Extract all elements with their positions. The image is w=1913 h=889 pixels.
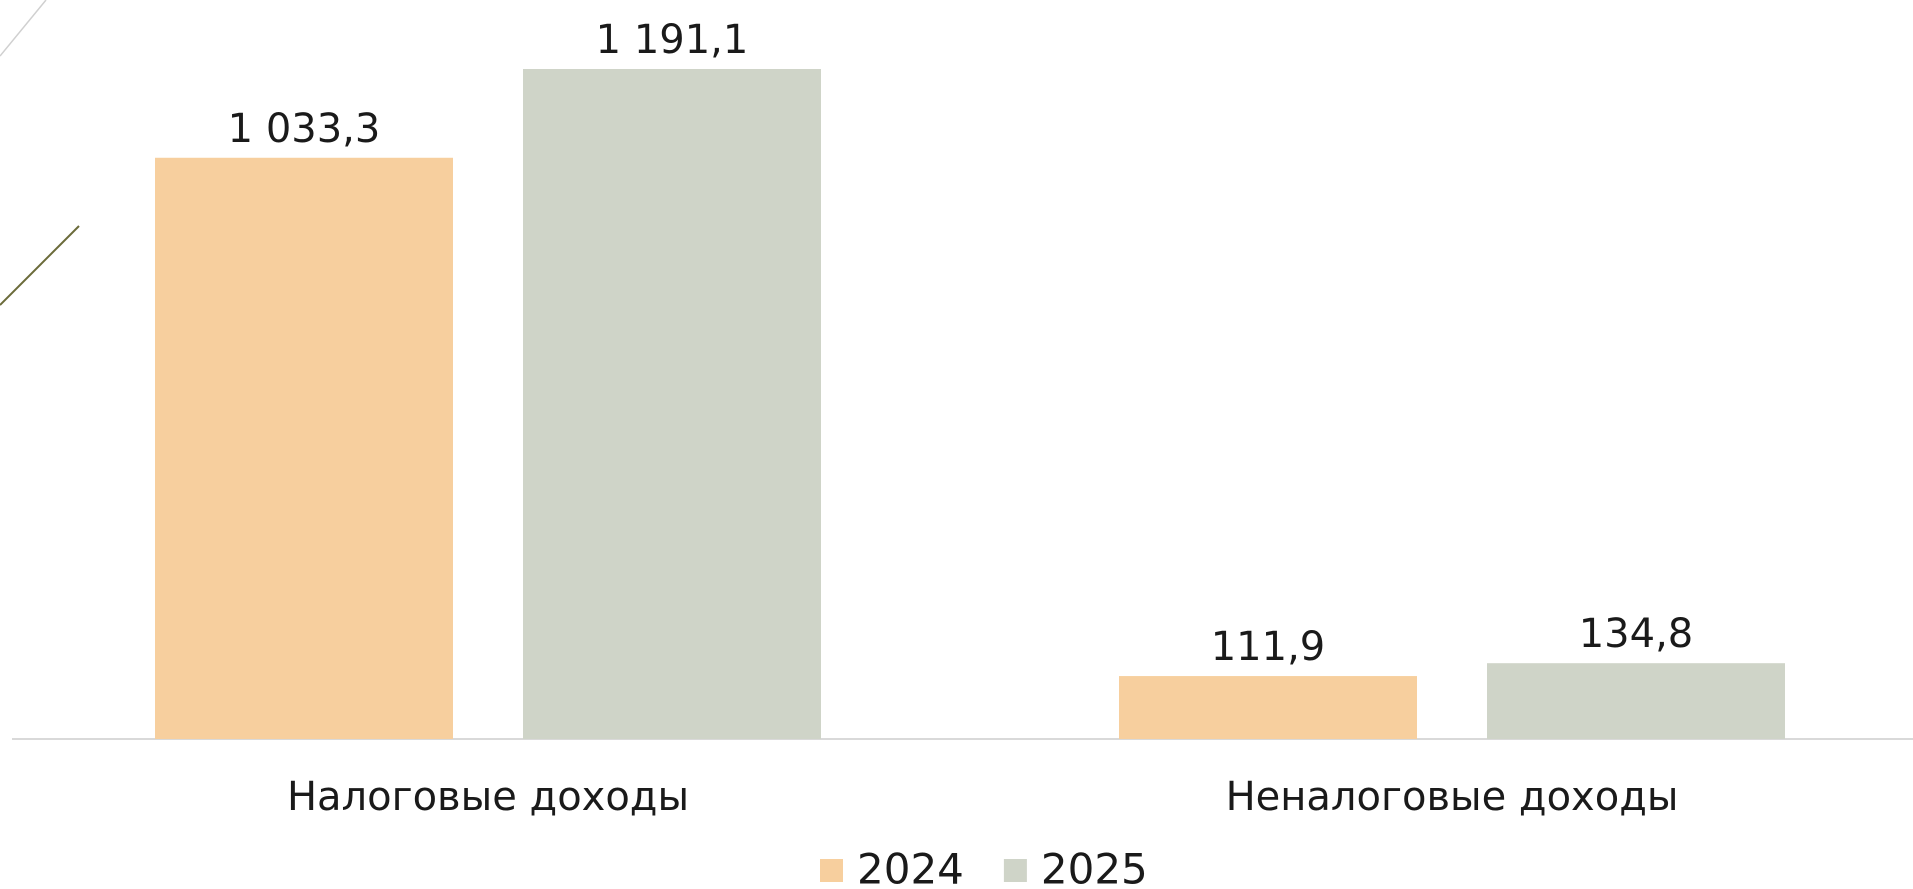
decor-line (0, 225, 80, 306)
x-tick-label: Налоговые доходы (287, 774, 689, 820)
value-label: 134,8 (1579, 611, 1694, 657)
bar (1119, 676, 1417, 739)
bar (523, 69, 821, 740)
x-tick-label: Неналоговые доходы (1226, 774, 1679, 820)
legend-label: 2025 (1041, 845, 1148, 889)
bar (155, 157, 453, 740)
legend-swatch (820, 859, 843, 882)
legend-label: 2024 (857, 845, 964, 889)
value-label: 1 033,3 (228, 106, 381, 152)
value-label: 111,9 (1211, 624, 1326, 670)
decor-line (0, 0, 47, 57)
value-label: 1 191,1 (596, 17, 749, 63)
bar (1487, 663, 1785, 739)
legend-swatch (1003, 859, 1027, 882)
